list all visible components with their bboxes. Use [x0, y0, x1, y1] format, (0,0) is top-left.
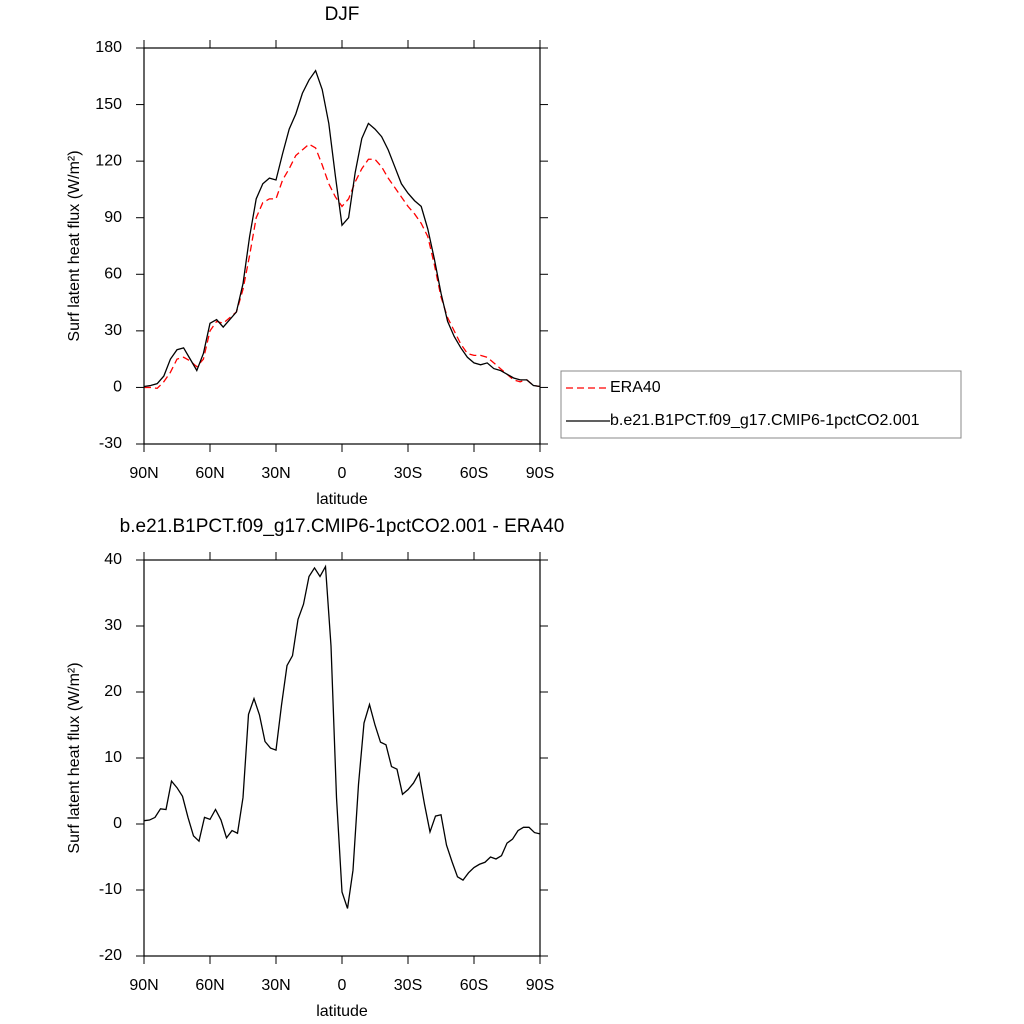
data-line — [143, 564, 541, 909]
x-tick-label: 0 — [338, 977, 347, 994]
y-tick-label: 30 — [104, 617, 122, 634]
y-tick-label: -30 — [99, 435, 122, 452]
y-axis-label: Surf latent heat flux (W/m²) — [66, 150, 83, 341]
legend-box — [560, 370, 962, 439]
x-axis-label: latitude — [316, 491, 368, 508]
x-tick-label: 90N — [129, 977, 158, 994]
x-tick-label: 60N — [195, 465, 224, 482]
data-line — [143, 69, 541, 388]
y-tick-label: 120 — [95, 152, 122, 169]
plot-frame — [143, 47, 541, 445]
y-tick-label: 40 — [104, 551, 122, 568]
x-tick-label: 90S — [526, 977, 554, 994]
y-tick-label: -10 — [99, 881, 122, 898]
y-axis-label: Surf latent heat flux (W/m²) — [66, 662, 83, 853]
y-tick-label: 60 — [104, 266, 122, 283]
chart-title: b.e21.B1PCT.f09_g17.CMIP6-1pctCO2.001 - … — [120, 516, 565, 537]
y-tick-label: 0 — [113, 379, 122, 396]
legend-label: b.e21.B1PCT.f09_g17.CMIP6-1pctCO2.001 — [610, 412, 920, 429]
y-tick-label: 150 — [95, 96, 122, 113]
x-tick-label: 60S — [460, 465, 488, 482]
y-tick-label: 0 — [113, 815, 122, 832]
x-tick-label: 30N — [261, 465, 290, 482]
y-tick-label: 30 — [104, 322, 122, 339]
y-tick-label: 20 — [104, 683, 122, 700]
y-tick-label: -20 — [99, 947, 122, 964]
x-tick-label: 90S — [526, 465, 554, 482]
plot-frame — [143, 559, 541, 957]
legend-label: ERA40 — [610, 379, 661, 396]
x-tick-label: 30S — [394, 977, 422, 994]
y-tick-label: 10 — [104, 749, 122, 766]
x-tick-label: 30S — [394, 465, 422, 482]
x-tick-label: 0 — [338, 465, 347, 482]
x-axis-label: latitude — [316, 1003, 368, 1020]
y-tick-label: 180 — [95, 39, 122, 56]
y-tick-label: 90 — [104, 209, 122, 226]
chart-title: DJF — [325, 4, 360, 25]
data-line — [144, 143, 541, 390]
x-tick-label: 60N — [195, 977, 224, 994]
x-tick-label: 60S — [460, 977, 488, 994]
x-tick-label: 90N — [129, 465, 158, 482]
x-tick-label: 30N — [261, 977, 290, 994]
